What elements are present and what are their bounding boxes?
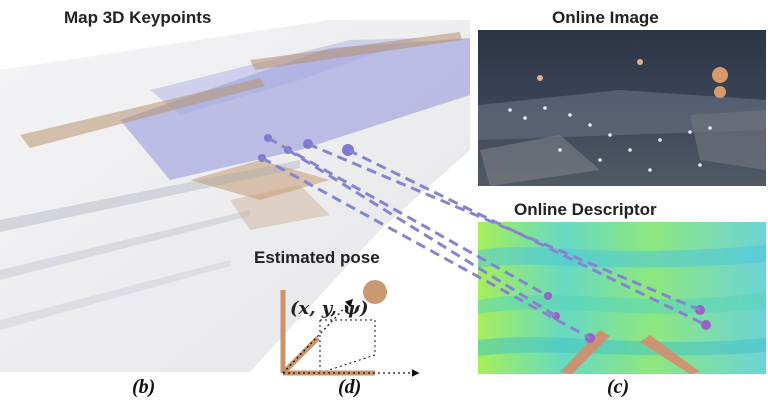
- online-image-title: Online Image: [552, 8, 659, 27]
- estimated-pose-title: Estimated pose: [254, 248, 380, 267]
- pose-equation: (x, y, ψ): [290, 298, 369, 319]
- pose-axes-icon: [280, 280, 420, 377]
- correspondence-lines: [261, 136, 707, 340]
- point-cloud-icon: [0, 20, 470, 372]
- sublabel-b: (b): [132, 376, 156, 398]
- online-descriptor-title: Online Descriptor: [514, 200, 657, 219]
- descriptor-heatmap-icon: [478, 222, 766, 374]
- camera-image-icon: [478, 30, 766, 186]
- sublabel-d: (d): [338, 376, 362, 398]
- sublabel-c: (c): [607, 376, 630, 398]
- map-keypoints-title: Map 3D Keypoints: [64, 8, 212, 27]
